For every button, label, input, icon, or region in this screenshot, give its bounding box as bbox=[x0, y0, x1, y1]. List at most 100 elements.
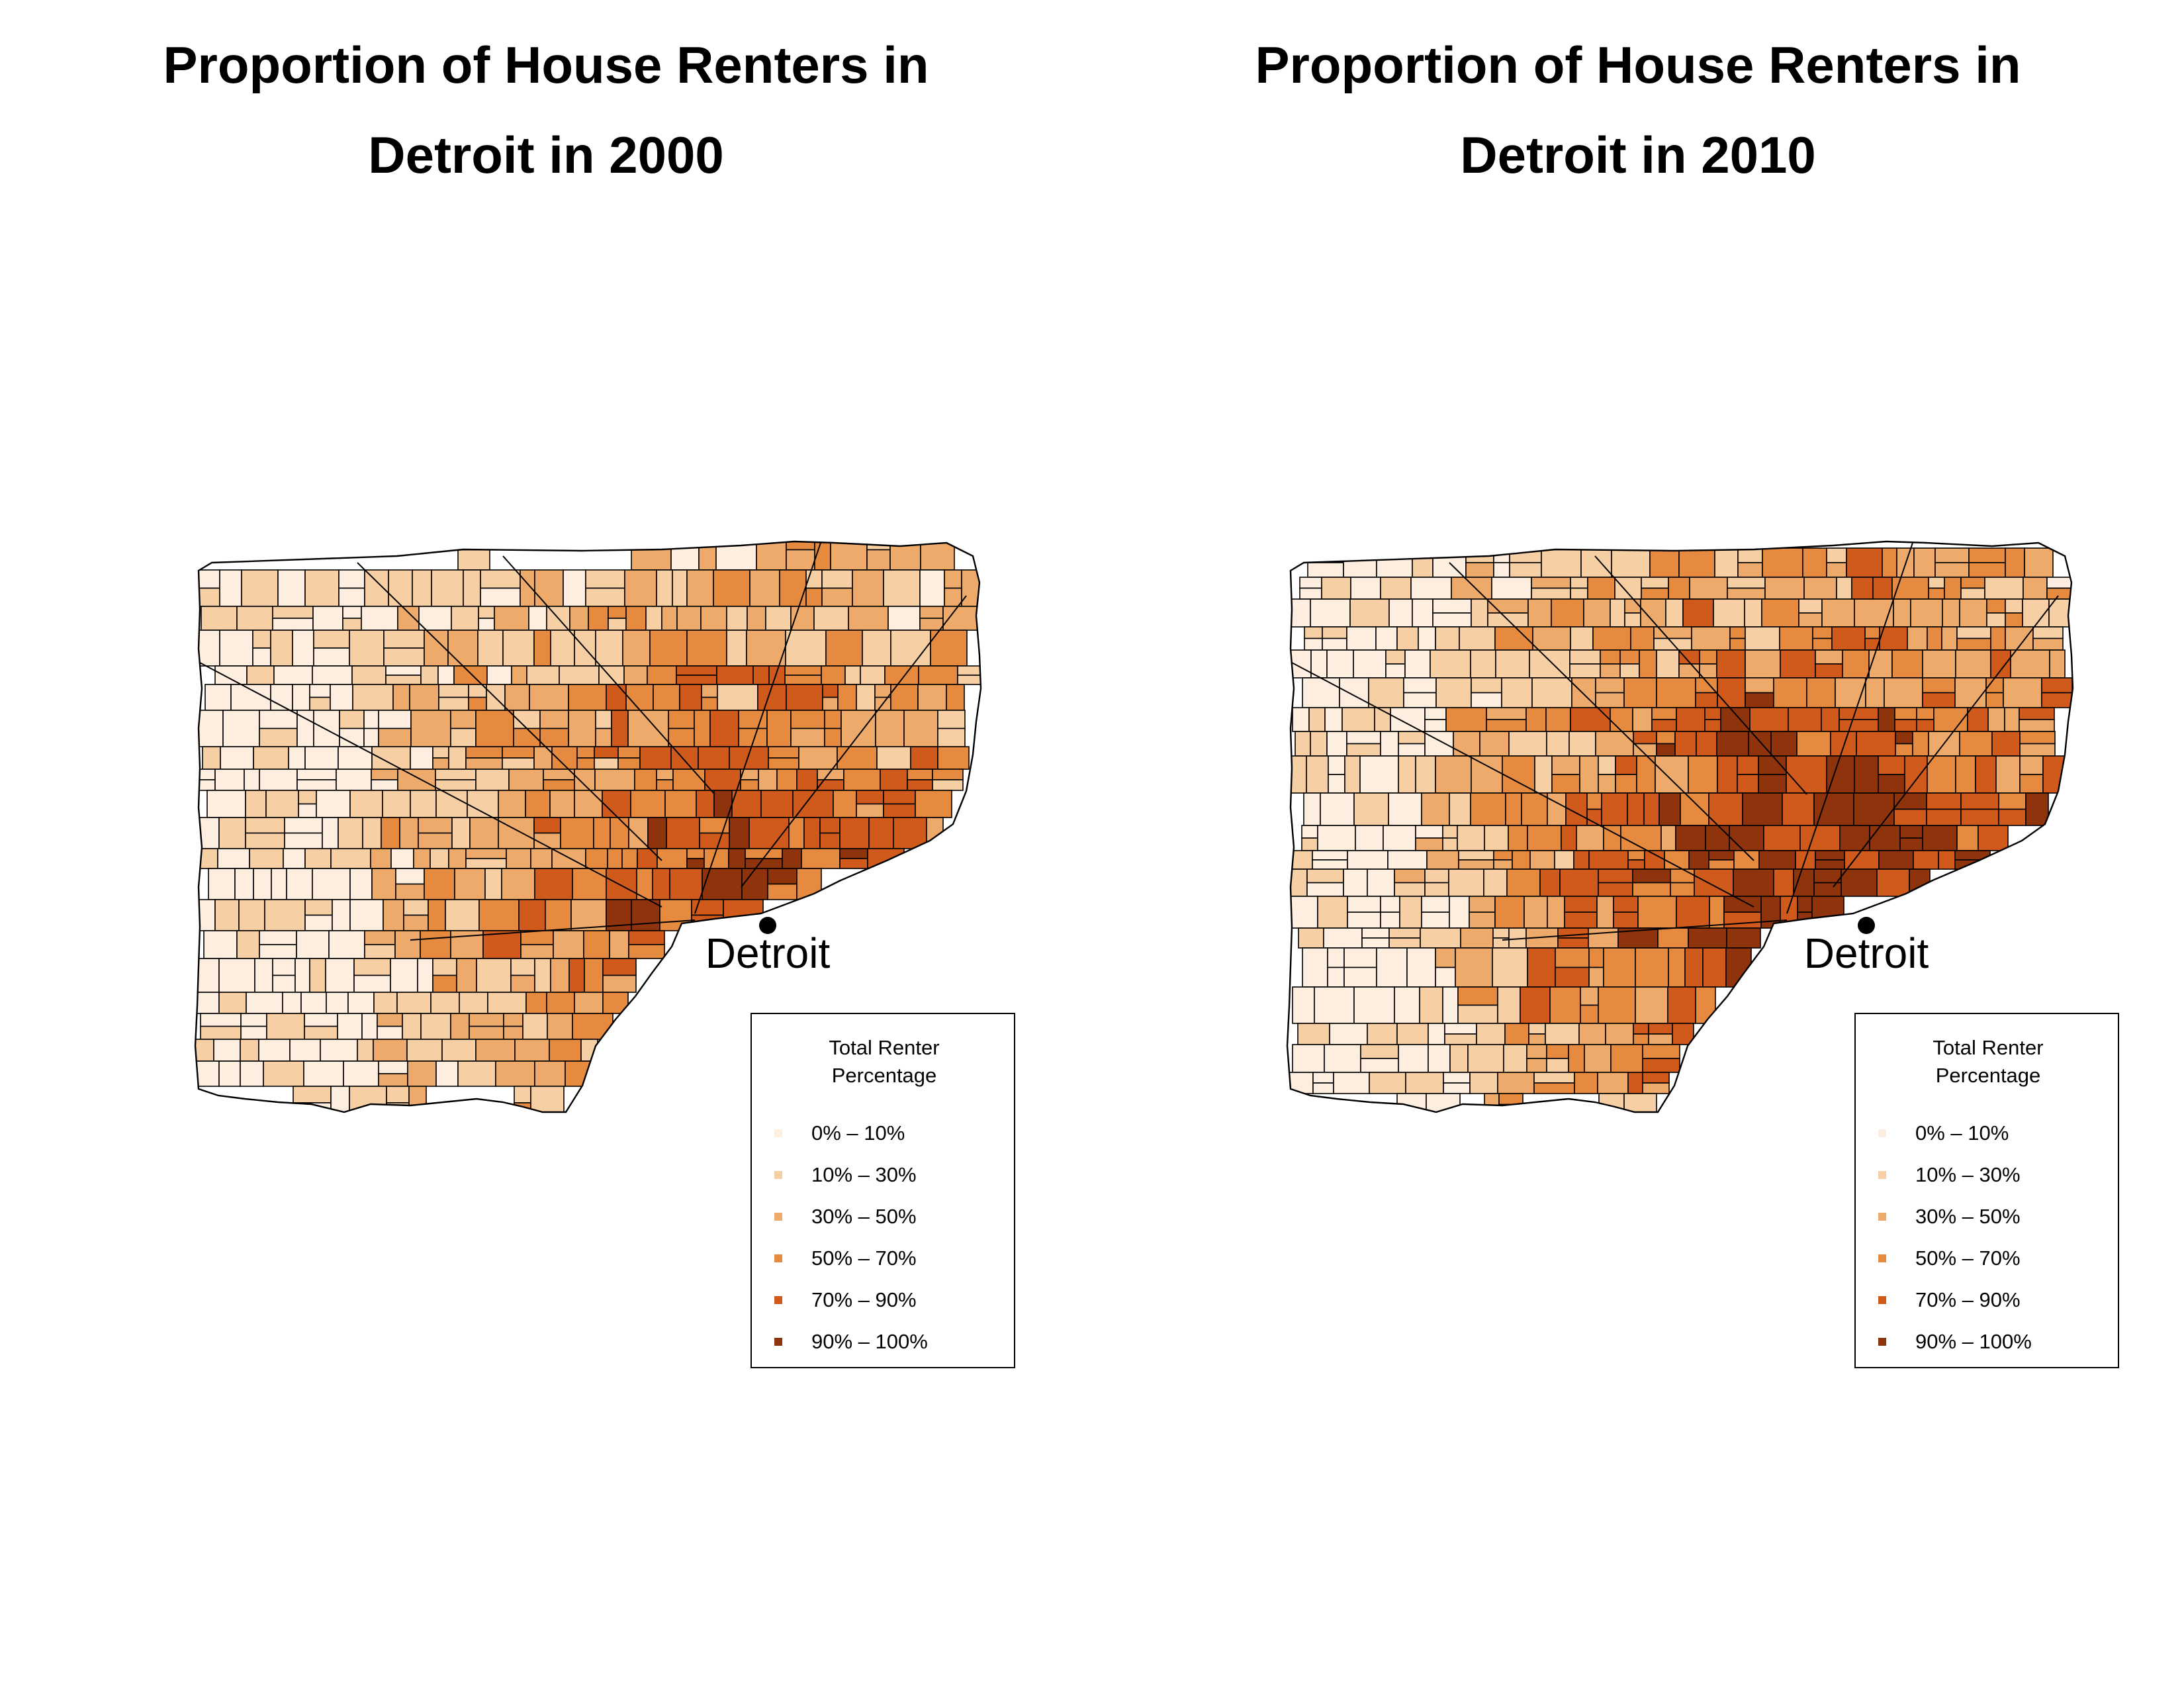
census-tract bbox=[1569, 649, 1601, 665]
census-tract bbox=[1568, 1044, 1585, 1073]
census-tract bbox=[1403, 677, 1437, 694]
census-tract bbox=[1745, 677, 1774, 694]
census-tract bbox=[1495, 649, 1530, 679]
census-tract bbox=[1882, 547, 1897, 578]
census-tract bbox=[469, 817, 499, 849]
census-tract bbox=[438, 696, 469, 711]
census-tract bbox=[786, 684, 823, 711]
census-tract bbox=[457, 541, 490, 551]
census-tract bbox=[1303, 792, 1321, 826]
census-tract bbox=[1443, 1082, 1471, 1094]
census-tract bbox=[803, 817, 821, 849]
census-tract bbox=[2004, 707, 2020, 732]
census-tract bbox=[668, 727, 695, 747]
census-tract bbox=[1546, 1044, 1569, 1059]
legend-swatch bbox=[1878, 1254, 1886, 1262]
census-tract bbox=[438, 684, 469, 698]
census-tract bbox=[1839, 719, 1879, 732]
census-tract bbox=[1426, 850, 1459, 870]
census-tract bbox=[1385, 649, 1406, 665]
census-tract bbox=[534, 569, 564, 607]
census-tract bbox=[312, 606, 343, 631]
census-tract bbox=[701, 684, 718, 698]
census-tract bbox=[1682, 598, 1714, 628]
census-tract bbox=[349, 868, 373, 900]
census-tract bbox=[363, 710, 379, 729]
census-tract bbox=[1813, 792, 1854, 826]
census-tract bbox=[1376, 947, 1408, 988]
census-tract bbox=[1702, 947, 1727, 988]
census-tract bbox=[337, 1013, 363, 1040]
legend-label: 30% – 50% bbox=[811, 1205, 917, 1228]
census-tract bbox=[2049, 649, 2066, 679]
census-tract bbox=[676, 675, 717, 685]
census-tract bbox=[550, 630, 575, 667]
census-tract bbox=[790, 710, 825, 729]
census-tract bbox=[611, 710, 629, 747]
census-tract bbox=[435, 769, 477, 780]
census-tract bbox=[1557, 937, 1589, 949]
census-tract bbox=[1745, 626, 1780, 651]
legend-title-line2: Percentage bbox=[1935, 1064, 2041, 1087]
census-tract bbox=[630, 790, 666, 818]
census-tract bbox=[839, 858, 868, 869]
census-tract bbox=[1449, 896, 1470, 929]
census-tract bbox=[1641, 577, 1669, 589]
census-tract bbox=[1310, 731, 1328, 757]
census-tract bbox=[1292, 986, 1315, 1024]
census-tract bbox=[868, 817, 894, 849]
census-tract bbox=[1806, 677, 1836, 708]
census-tract bbox=[1726, 927, 1761, 949]
legend-label: 0% – 10% bbox=[811, 1121, 905, 1145]
census-tract bbox=[1637, 896, 1677, 929]
census-tract bbox=[304, 746, 339, 770]
census-tract bbox=[1483, 868, 1508, 897]
census-tract bbox=[1704, 707, 1721, 720]
census-tract bbox=[2019, 707, 2055, 720]
census-tract bbox=[2019, 755, 2044, 775]
census-tract bbox=[1796, 731, 1831, 757]
census-tract bbox=[608, 618, 627, 631]
census-tract bbox=[1484, 825, 1509, 851]
census-tract bbox=[1396, 626, 1419, 651]
census-tract bbox=[666, 817, 700, 849]
census-tract bbox=[1343, 966, 1377, 988]
census-tract bbox=[741, 868, 768, 900]
census-tract bbox=[1390, 707, 1426, 732]
census-tract bbox=[1404, 649, 1431, 679]
census-tract bbox=[1403, 692, 1437, 708]
census-tract bbox=[876, 746, 911, 770]
census-tract bbox=[679, 684, 702, 711]
census-tract bbox=[428, 899, 446, 931]
census-tract bbox=[610, 817, 629, 849]
census-tract bbox=[1312, 859, 1348, 870]
census-tract bbox=[514, 1039, 550, 1062]
census-tract bbox=[1525, 707, 1547, 732]
census-tract bbox=[1549, 986, 1581, 1024]
census-tract bbox=[1758, 850, 1796, 870]
census-tract bbox=[760, 790, 794, 818]
census-tract bbox=[1676, 896, 1710, 929]
census-tract bbox=[1533, 1082, 1575, 1094]
census-tract bbox=[672, 769, 705, 791]
census-tract bbox=[475, 769, 510, 791]
census-tract bbox=[362, 817, 382, 849]
census-tract bbox=[867, 848, 905, 869]
census-tract bbox=[1361, 937, 1390, 949]
census-tract bbox=[501, 868, 535, 900]
census-tract bbox=[1347, 912, 1381, 929]
census-tract bbox=[595, 727, 612, 747]
legend-label: 10% – 30% bbox=[811, 1163, 917, 1186]
city-label: Detroit bbox=[705, 929, 831, 977]
census-tract bbox=[653, 684, 680, 711]
census-tract bbox=[585, 569, 625, 589]
avenue-line bbox=[1290, 661, 1754, 908]
census-tract bbox=[450, 1013, 470, 1040]
legend-swatch bbox=[1878, 1171, 1886, 1179]
census-tract bbox=[786, 549, 815, 571]
census-tract bbox=[1803, 577, 1837, 600]
census-tract bbox=[1493, 562, 1510, 578]
census-tract bbox=[377, 1013, 403, 1027]
census-tract bbox=[413, 848, 431, 869]
census-tract bbox=[670, 541, 700, 571]
